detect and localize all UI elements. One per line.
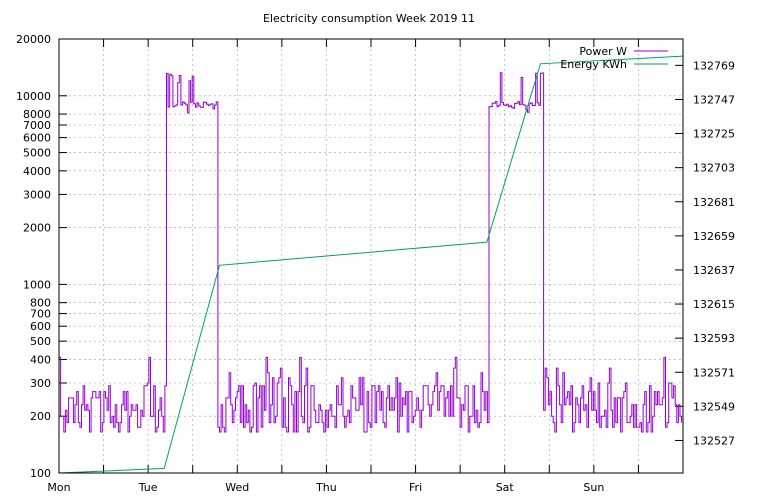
left-tick-label: 800 [30, 297, 51, 310]
left-tick-label: 2000 [23, 222, 51, 235]
x-tick-label: Tue [138, 481, 158, 494]
right-tick-label: 132725 [693, 128, 735, 141]
right-tick-label: 132571 [693, 366, 735, 379]
series-energy-kwh [58, 55, 684, 474]
series-power-w [59, 72, 683, 433]
x-tick-label: Wed [225, 481, 249, 494]
right-tick-label: 132615 [693, 298, 735, 311]
chart-title: Electricity consumption Week 2019 11 [263, 12, 475, 25]
right-tick-label: 132659 [693, 230, 735, 243]
left-tick-label: 4000 [23, 165, 51, 178]
left-tick-label: 400 [30, 353, 51, 366]
legend-label-energy: Energy KWh [560, 58, 627, 71]
left-tick-label: 8000 [23, 108, 51, 121]
left-tick-label: 200 [30, 410, 51, 423]
left-tick-label: 20000 [16, 33, 51, 46]
legend: Power W Energy KWh [560, 45, 668, 71]
left-tick-label: 5000 [23, 147, 51, 160]
right-tick-label: 132637 [693, 264, 735, 277]
left-tick-label: 3000 [23, 188, 51, 201]
right-tick-label: 132549 [693, 400, 735, 413]
right-tick-label: 132747 [693, 93, 735, 106]
right-tick-label: 132527 [693, 434, 735, 447]
left-tick-label: 500 [30, 335, 51, 348]
right-tick-label: 132769 [693, 59, 735, 72]
left-tick-label: 7000 [23, 119, 51, 132]
left-tick-label: 100 [30, 467, 51, 480]
left-tick-label: 700 [30, 308, 51, 321]
plot-border [58, 38, 684, 474]
energy-line [58, 55, 684, 474]
left-tick-label: 600 [30, 320, 51, 333]
left-tick-label: 300 [30, 377, 51, 390]
x-axis-ticks: Mon Tue Wed Thu Fri Sat Sun [47, 39, 639, 494]
x-tick-label: Sat [496, 481, 515, 494]
right-axis-ticks: 132527 132549 132571 132593 132615 132637 1326… [675, 59, 735, 447]
left-tick-label: 6000 [23, 132, 51, 145]
x-tick-label: Sun [583, 481, 604, 494]
right-tick-label: 132703 [693, 162, 735, 175]
legend-label-power: Power W [579, 45, 627, 58]
x-tick-label: Thu [315, 481, 337, 494]
x-tick-label: Fri [409, 481, 422, 494]
right-tick-label: 132593 [693, 332, 735, 345]
x-tick-label: Mon [47, 481, 70, 494]
left-tick-label: 10000 [16, 90, 51, 103]
left-tick-label: 1000 [23, 278, 51, 291]
grid [59, 39, 683, 473]
right-tick-label: 132681 [693, 196, 735, 209]
power-line [59, 72, 683, 433]
